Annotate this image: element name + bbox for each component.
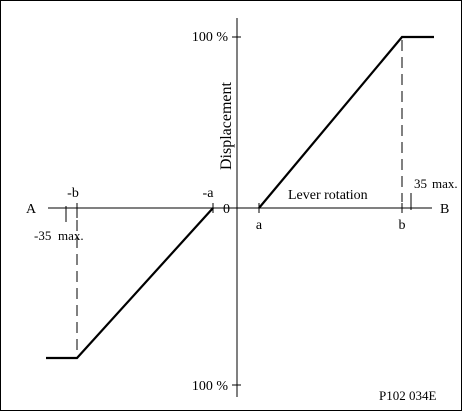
origin-label: 0	[223, 202, 230, 217]
limit-neg-suffix: max.	[58, 228, 84, 243]
label-b: b	[399, 218, 406, 233]
label-neg-a: -a	[203, 186, 215, 201]
label-a: a	[256, 218, 263, 233]
positive-displacement-curve	[258, 35, 434, 209]
y-axis-label: Displacement	[218, 81, 235, 170]
x-axis-label: Lever rotation	[288, 188, 368, 203]
negative-displacement-curve	[46, 207, 214, 360]
limit-neg-value: -35	[34, 228, 51, 243]
label-neg-b: -b	[67, 186, 79, 201]
bottom-value-label: 100 %	[192, 379, 229, 394]
left-end-label: A	[26, 202, 37, 217]
figure-id: P102 034E	[379, 388, 436, 403]
limit-pos-suffix: max.	[432, 176, 458, 191]
limit-pos-value: 35	[414, 176, 427, 191]
top-value-label: 100 %	[192, 30, 229, 45]
right-end-label: B	[440, 202, 449, 217]
